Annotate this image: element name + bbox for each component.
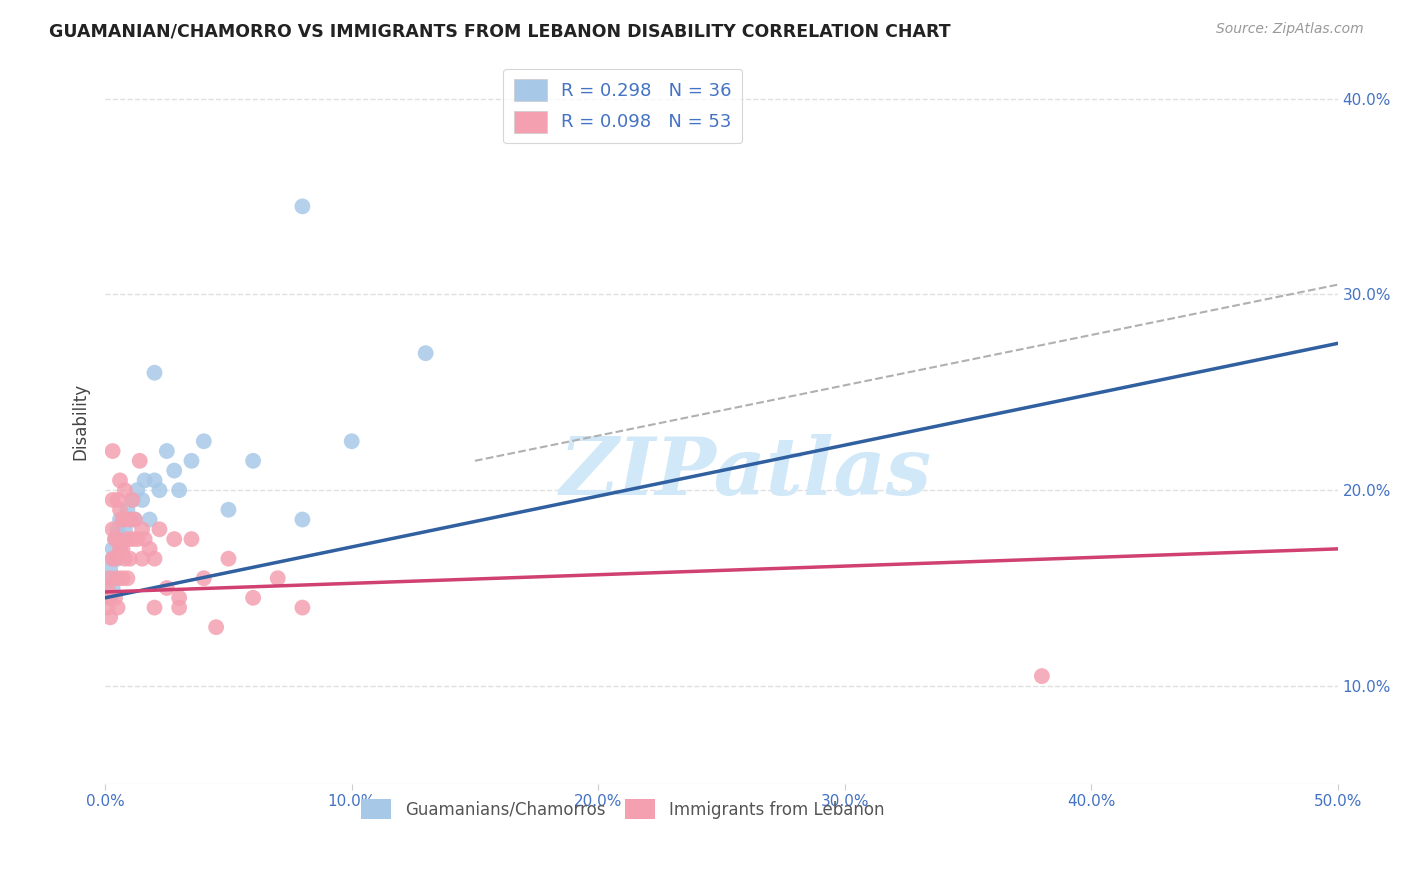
Point — [167, 483, 190, 498]
Point — [104, 551, 127, 566]
Point — [118, 512, 141, 526]
Point — [167, 591, 190, 605]
Point — [242, 454, 264, 468]
Point — [108, 474, 131, 488]
Point — [340, 434, 363, 449]
Point — [117, 502, 139, 516]
Point — [156, 581, 179, 595]
Point — [98, 591, 121, 605]
Point — [107, 551, 129, 566]
Point — [114, 483, 136, 498]
Point — [134, 474, 156, 488]
Point — [107, 522, 129, 536]
Point — [108, 541, 131, 556]
Point — [291, 512, 314, 526]
Point — [127, 483, 149, 498]
Point — [97, 600, 120, 615]
Point — [98, 561, 121, 575]
Point — [111, 532, 134, 546]
Point — [117, 532, 139, 546]
Point — [98, 591, 121, 605]
Y-axis label: Disability: Disability — [72, 383, 89, 460]
Point — [108, 512, 131, 526]
Point — [104, 571, 127, 585]
Point — [114, 522, 136, 536]
Point — [111, 571, 134, 585]
Text: GUAMANIAN/CHAMORRO VS IMMIGRANTS FROM LEBANON DISABILITY CORRELATION CHART: GUAMANIAN/CHAMORRO VS IMMIGRANTS FROM LE… — [49, 22, 950, 40]
Point — [121, 532, 143, 546]
Point — [193, 571, 215, 585]
Point — [117, 571, 139, 585]
Point — [143, 474, 166, 488]
Point — [111, 512, 134, 526]
Point — [101, 551, 124, 566]
Point — [118, 512, 141, 526]
Point — [101, 444, 124, 458]
Point — [148, 483, 170, 498]
Point — [163, 464, 186, 478]
Point — [193, 434, 215, 449]
Point — [1031, 669, 1053, 683]
Point — [134, 532, 156, 546]
Point — [107, 532, 129, 546]
Legend: Guamanians/Chamorros, Immigrants from Lebanon: Guamanians/Chamorros, Immigrants from Le… — [354, 792, 891, 826]
Text: Source: ZipAtlas.com: Source: ZipAtlas.com — [1216, 22, 1364, 37]
Point — [101, 581, 124, 595]
Point — [143, 600, 166, 615]
Point — [118, 551, 141, 566]
Point — [291, 199, 314, 213]
Point — [101, 551, 124, 566]
Point — [138, 541, 160, 556]
Point — [108, 502, 131, 516]
Point — [128, 454, 150, 468]
Point — [98, 571, 121, 585]
Point — [415, 346, 437, 360]
Point — [97, 581, 120, 595]
Point — [101, 541, 124, 556]
Point — [138, 512, 160, 526]
Point — [98, 610, 121, 624]
Point — [104, 591, 127, 605]
Point — [163, 532, 186, 546]
Point — [167, 600, 190, 615]
Point — [114, 551, 136, 566]
Point — [131, 551, 153, 566]
Point — [131, 492, 153, 507]
Point — [180, 454, 202, 468]
Text: ZIPatlas: ZIPatlas — [560, 434, 932, 511]
Point — [143, 551, 166, 566]
Point — [291, 600, 314, 615]
Point — [267, 571, 290, 585]
Point — [127, 532, 149, 546]
Point — [143, 366, 166, 380]
Point — [124, 512, 146, 526]
Point — [180, 532, 202, 546]
Point — [97, 571, 120, 585]
Point — [148, 522, 170, 536]
Point — [104, 532, 127, 546]
Point — [111, 541, 134, 556]
Point — [124, 512, 146, 526]
Point — [101, 522, 124, 536]
Point — [156, 444, 179, 458]
Point — [217, 551, 239, 566]
Point — [121, 492, 143, 507]
Point — [242, 591, 264, 605]
Point — [108, 541, 131, 556]
Point — [131, 522, 153, 536]
Point — [205, 620, 228, 634]
Point — [107, 571, 129, 585]
Point — [104, 532, 127, 546]
Point — [107, 492, 129, 507]
Point — [217, 502, 239, 516]
Point — [107, 600, 129, 615]
Point — [101, 492, 124, 507]
Point — [114, 512, 136, 526]
Point — [121, 492, 143, 507]
